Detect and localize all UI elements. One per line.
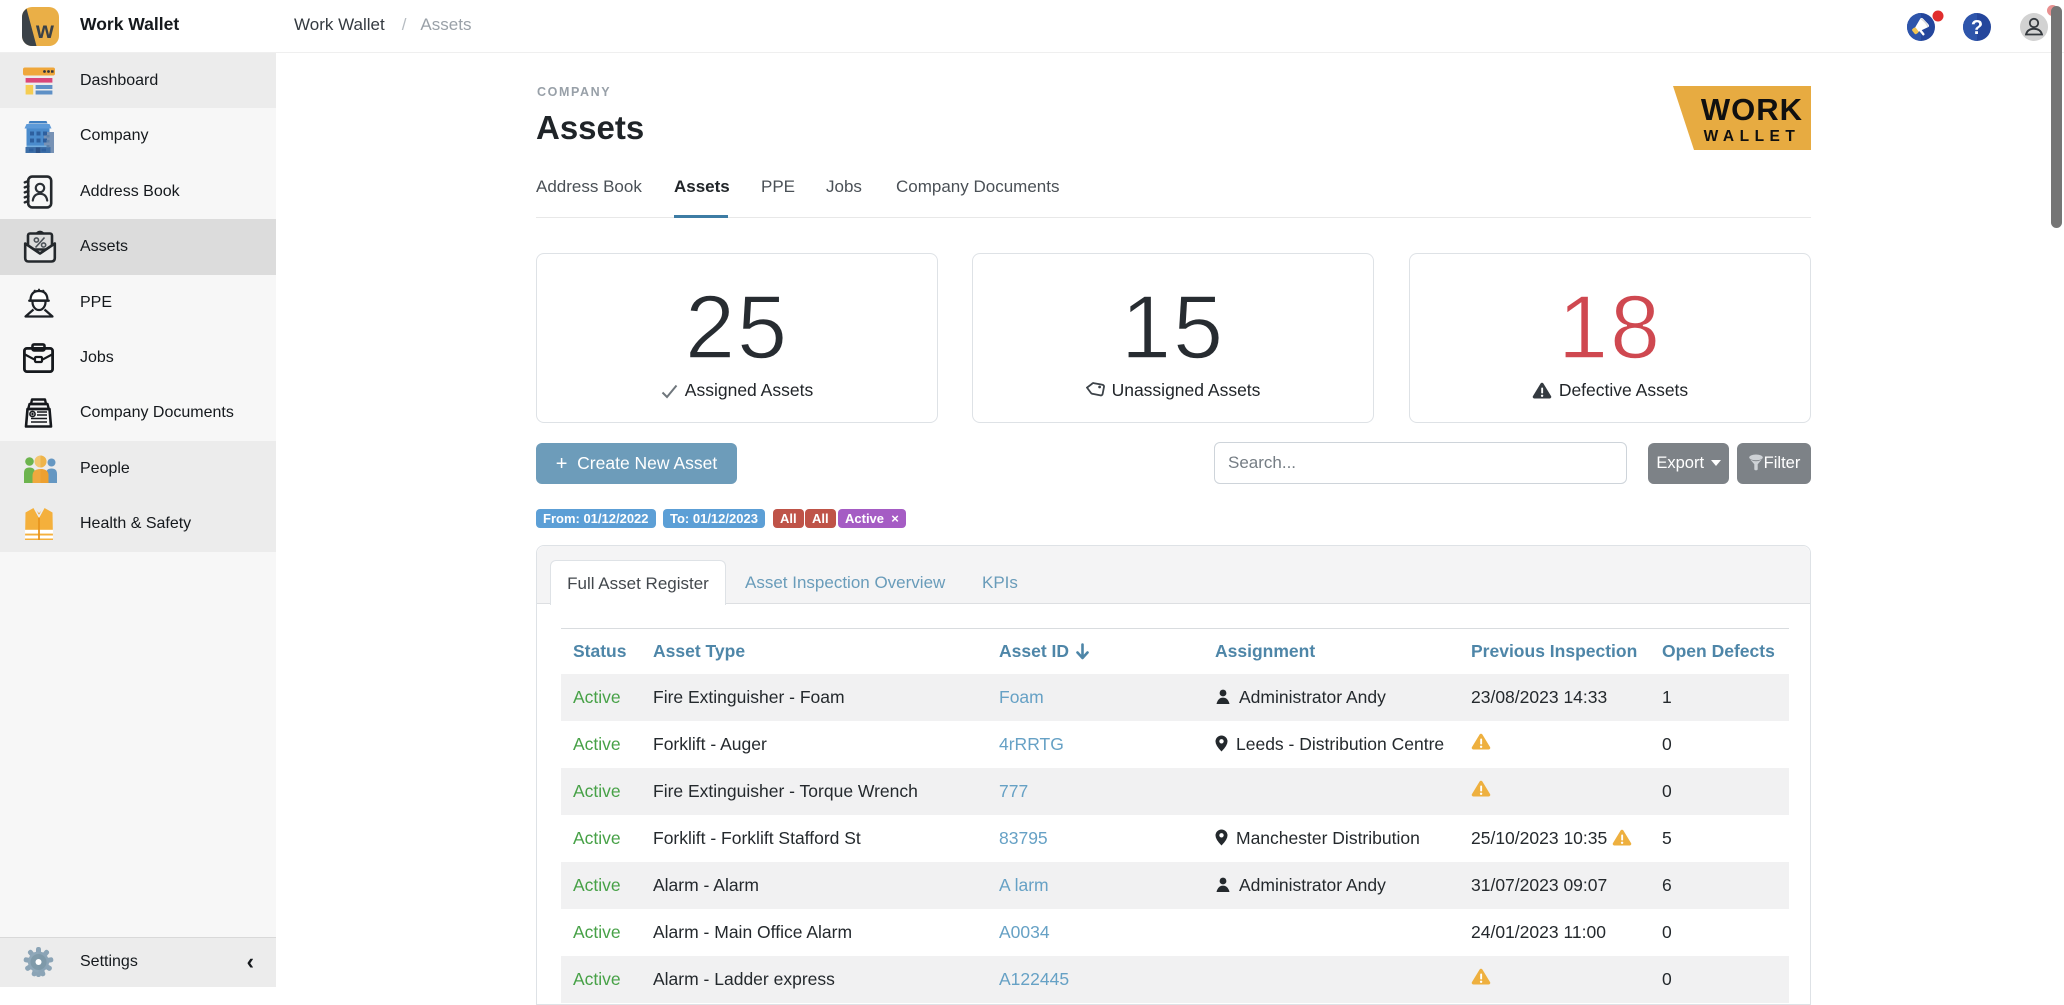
- svg-text:WALLET: WALLET: [1704, 128, 1801, 145]
- svg-text:?: ?: [1971, 17, 1983, 39]
- svg-text:w: w: [35, 17, 54, 43]
- svg-text:WORK: WORK: [1701, 92, 1803, 127]
